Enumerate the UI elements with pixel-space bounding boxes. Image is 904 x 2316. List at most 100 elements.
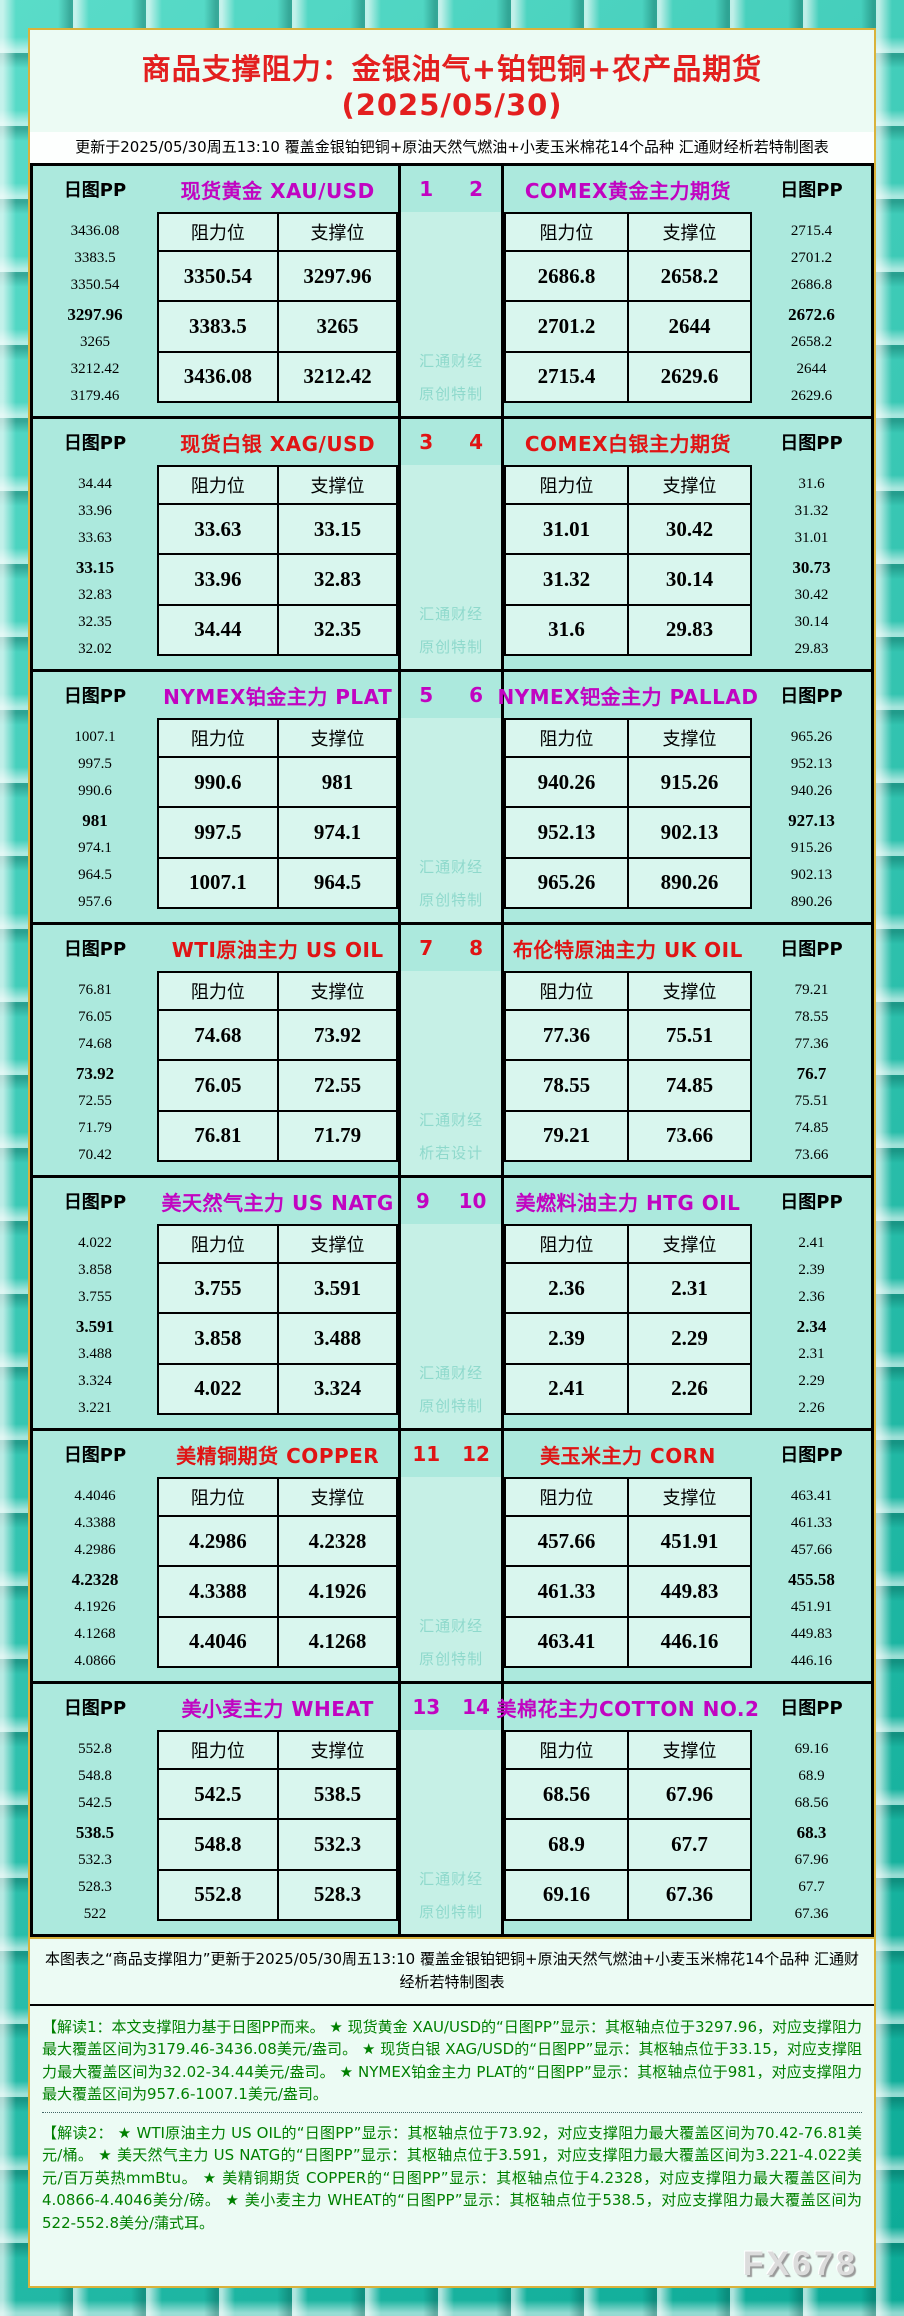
sr-table-right: 阻力位 支撑位 2.36 2.31 2.39 2.29 2.41 2.26 — [503, 1224, 752, 1428]
sr-table-left: 阻力位 支撑位 4.2986 4.2328 4.3388 4.1926 4.4046 4.12… — [157, 1477, 399, 1681]
brand-watermark: 汇通财经 原创特制 — [398, 718, 504, 922]
support-header: 支撑位 — [626, 465, 752, 505]
pp-value: 2.26 — [798, 1399, 825, 1416]
support-value: 2658.2 — [626, 249, 752, 303]
commodity-block: 日图PP 现货黄金 XAU/USD 1 2 COMEX黄金主力期货 日图PP 3… — [33, 166, 871, 416]
pp-value: 68.9 — [798, 1768, 825, 1785]
sr-table-row: 2.39 2.29 — [503, 1312, 752, 1365]
pp-value: 67.96 — [794, 1851, 829, 1868]
pp-values-right: 69.16 68.9 68.56 68.3 67.96 67.7 67.36 — [752, 1730, 871, 1934]
sr-table-left: 阻力位 支撑位 990.6 981 997.5 974.1 1007.1 964.5 — [157, 718, 399, 922]
support-resistance-table: 阻力位 支撑位 3350.54 3297.96 3383.5 3265 3436.08 321… — [157, 212, 399, 404]
pp-value: 990.6 — [78, 783, 112, 800]
pp-values-left: 34.44 33.96 33.63 33.15 32.83 32.35 32.02 — [33, 465, 157, 669]
pp-value: 2.29 — [798, 1372, 825, 1389]
pair-number-left: 13 — [412, 1695, 441, 1719]
pp-value: 957.6 — [78, 893, 112, 910]
support-value: 538.5 — [276, 1767, 399, 1821]
pp-values-right: 463.41 461.33 457.66 455.58 451.91 449.83 446.… — [752, 1477, 871, 1681]
support-resistance-table: 阻力位 支撑位 457.66 451.91 461.33 449.83 463.41 446.… — [503, 1477, 752, 1669]
pp-value: 71.79 — [78, 1119, 112, 1136]
resistance-header: 阻力位 — [503, 465, 629, 505]
pp-value: 446.16 — [790, 1652, 833, 1669]
instrument-title-right: NYMEX钯金主力 PALLAD — [497, 684, 759, 709]
brand-watermark-line2: 原创特制 — [419, 638, 484, 656]
support-value: 528.3 — [276, 1868, 399, 1922]
support-value: 30.14 — [626, 553, 752, 606]
pp-value: 33.63 — [78, 530, 112, 547]
resistance-value: 461.33 — [503, 1565, 629, 1618]
sr-table-right: 阻力位 支撑位 2686.8 2658.2 2701.2 2644 2715.4 2629.6 — [503, 212, 752, 416]
support-value: 2629.6 — [626, 350, 752, 404]
sr-table-row: 2.36 2.31 — [503, 1261, 752, 1315]
commodity-block: 日图PP 现货白银 XAG/USD 3 4 COMEX白银主力期货 日图PP 3… — [33, 416, 871, 669]
pp-values-left: 4.4046 4.3388 4.2986 4.2328 4.1926 4.1268 4.08… — [33, 1477, 157, 1681]
sr-table-row: 3.755 3.591 — [157, 1261, 399, 1315]
pp-values-right: 79.21 78.55 77.36 76.7 75.51 74.85 73.66 — [752, 971, 871, 1175]
sr-table-row: 4.4046 4.1268 — [157, 1615, 399, 1669]
pp-value: 68.56 — [794, 1795, 829, 1812]
sr-table-row: 31.32 30.14 — [503, 553, 752, 606]
resistance-value: 2701.2 — [503, 300, 629, 353]
pp-value: 4.4046 — [74, 1488, 116, 1505]
commodity-block: 日图PP 美精铜期货 COPPER 11 12 美玉米主力 CORN 日图PP … — [33, 1428, 871, 1681]
support-value: 890.26 — [626, 856, 752, 910]
sr-table-row: 4.3388 4.1926 — [157, 1565, 399, 1618]
resistance-value: 542.5 — [157, 1767, 279, 1821]
pair-number-left: 9 — [415, 1189, 430, 1213]
support-value: 449.83 — [626, 1565, 752, 1618]
brand-watermark-line2: 原创特制 — [419, 1650, 484, 1668]
support-resistance-table: 阻力位 支撑位 2686.8 2658.2 2701.2 2644 2715.4 2629.6 — [503, 212, 752, 404]
brand-watermark-line1: 汇通财经 — [419, 1364, 484, 1382]
support-value: 67.96 — [626, 1767, 752, 1821]
pp-values-right: 2715.4 2701.2 2686.8 2672.6 2658.2 2644 2629.6 — [752, 212, 871, 416]
pp-pivot-value: 3.591 — [75, 1316, 115, 1336]
sr-table-row: 997.5 974.1 — [157, 806, 399, 859]
brand-watermark-line1: 汇通财经 — [419, 858, 484, 876]
instrument-title-left: 美小麦主力 WHEAT — [181, 1696, 374, 1721]
sr-table-row: 548.8 532.3 — [157, 1818, 399, 1871]
resistance-value: 33.63 — [157, 502, 279, 556]
pp-value: 902.13 — [790, 866, 833, 883]
support-header: 支撑位 — [626, 971, 752, 1011]
pp-value: 30.14 — [794, 613, 829, 630]
sr-table-row: 463.41 446.16 — [503, 1615, 752, 1669]
resistance-value: 74.68 — [157, 1008, 279, 1062]
pair-number-right: 10 — [458, 1189, 487, 1213]
pp-value: 79.21 — [794, 982, 829, 999]
sr-table-row: 31.01 30.42 — [503, 502, 752, 556]
update-subtitle: 更新于2025/05/30周五13:10 覆盖金银铂钯铜+原油天然气燃油+小麦玉… — [30, 132, 874, 163]
resistance-header: 阻力位 — [157, 1477, 279, 1517]
pair-number-right: 2 — [469, 177, 483, 201]
pp-value: 451.91 — [790, 1598, 833, 1615]
pp-pivot-value: 927.13 — [788, 810, 835, 830]
resistance-value: 952.13 — [503, 806, 629, 859]
pp-value: 76.81 — [78, 982, 112, 999]
pp-value: 449.83 — [790, 1625, 833, 1642]
pp-value: 67.7 — [798, 1878, 825, 1895]
pp-value: 32.35 — [78, 613, 112, 630]
support-header: 支撑位 — [276, 1730, 399, 1770]
brand-watermark-line1: 汇通财经 — [419, 605, 484, 623]
support-value: 3265 — [276, 300, 399, 353]
support-value: 29.83 — [626, 603, 752, 657]
resistance-header: 阻力位 — [157, 718, 279, 758]
support-resistance-table: 阻力位 支撑位 542.5 538.5 548.8 532.3 552.8 528.3 — [157, 1730, 399, 1922]
sr-table-row: 2.41 2.26 — [503, 1362, 752, 1416]
resistance-value: 3436.08 — [157, 350, 279, 404]
pp-column-header-left: 日图PP — [63, 1192, 127, 1213]
pp-value: 3.488 — [78, 1345, 112, 1362]
brand-watermark: 汇通财经 析若设计 — [398, 971, 504, 1175]
support-header: 支撑位 — [276, 971, 399, 1011]
support-value: 2.29 — [626, 1312, 752, 1365]
brand-watermark-line2: 原创特制 — [419, 1903, 484, 1921]
pair-numbers: 9 10 — [398, 1178, 504, 1224]
instrument-title-right: COMEX黄金主力期货 — [524, 178, 732, 203]
resistance-value: 4.4046 — [157, 1615, 279, 1669]
instrument-title-right: COMEX白银主力期货 — [524, 431, 732, 456]
support-value: 75.51 — [626, 1008, 752, 1062]
pp-value: 4.1268 — [74, 1625, 116, 1642]
support-value: 2.31 — [626, 1261, 752, 1315]
resistance-value: 77.36 — [503, 1008, 629, 1062]
